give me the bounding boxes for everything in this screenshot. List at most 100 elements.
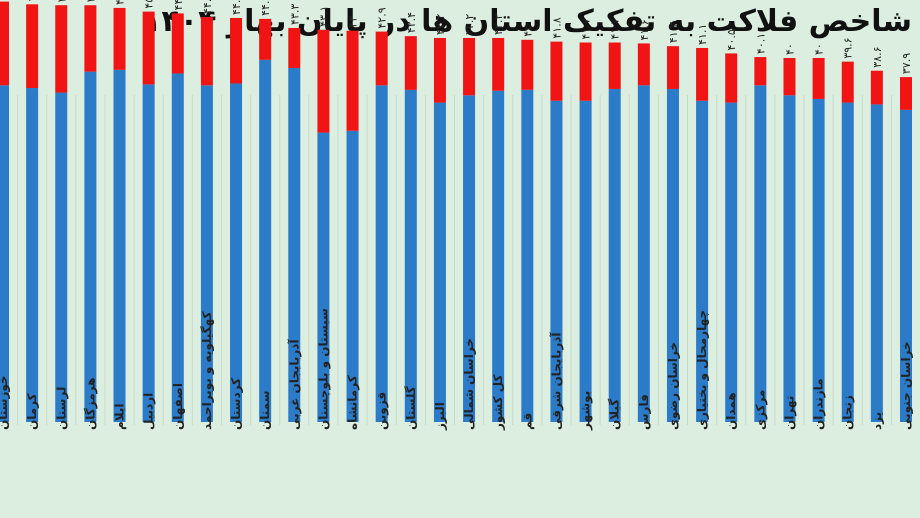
bar-segment-8-s1 bbox=[230, 17, 243, 84]
category-label-19: آذربایجان شرقی bbox=[548, 332, 563, 430]
value-label-4: ۴۵.۵ bbox=[114, 0, 127, 5]
value-label-3: ۴۵.۸ bbox=[84, 0, 97, 2]
bar-segment-13-s0 bbox=[375, 85, 388, 423]
bar-segment-5-s0 bbox=[142, 84, 155, 422]
bar-segment-19-s1 bbox=[550, 41, 563, 101]
value-label-9: ۴۴.۳ bbox=[259, 0, 272, 16]
bar-segment-22-s1 bbox=[637, 43, 650, 86]
category-label-22: فارس bbox=[637, 394, 651, 430]
bar-segment-29-s1 bbox=[841, 61, 854, 103]
value-label-20: ۴۱.۷ bbox=[580, 18, 593, 39]
category-label-0: خوزستان bbox=[0, 375, 11, 430]
bar-segment-24-s1 bbox=[696, 47, 709, 101]
category-label-10: آذربایجان غربی bbox=[286, 339, 301, 430]
value-label-29: ۳۹.۶ bbox=[842, 37, 855, 58]
category-label-8: کردستان bbox=[229, 378, 243, 430]
bar-segment-27-s0 bbox=[783, 95, 796, 422]
bar-segment-10-s0 bbox=[288, 68, 301, 422]
bar-segment-9-s0 bbox=[259, 59, 272, 422]
category-label-23: خراسان رضوی bbox=[666, 342, 681, 430]
value-label-27: ۴۰ bbox=[783, 43, 796, 55]
bar-segment-0-s1 bbox=[0, 1, 9, 86]
value-label-11: ۴۳.۱ bbox=[317, 6, 330, 27]
bar-segment-30-s1 bbox=[870, 70, 883, 105]
category-label-31: خراسان جنوبی bbox=[899, 341, 914, 430]
value-label-10: ۴۳.۳ bbox=[288, 4, 301, 25]
bar-segment-16-s1 bbox=[463, 37, 476, 96]
bar-segment-8-s0 bbox=[230, 83, 243, 422]
category-label-3: هرمزگان bbox=[83, 378, 97, 430]
category-label-13: قزوین bbox=[375, 392, 390, 430]
value-label-6: ۴۴.۹ bbox=[172, 0, 185, 10]
bar-segment-15-s0 bbox=[433, 102, 446, 422]
category-label-25: همدان bbox=[724, 392, 738, 430]
value-label-19: ۴۱.۸ bbox=[550, 17, 563, 38]
category-label-16: خراسان شمالی bbox=[462, 338, 476, 430]
category-label-30: یزد bbox=[870, 412, 884, 430]
bar-segment-2-s0 bbox=[55, 92, 68, 422]
bar-segment-26-s0 bbox=[754, 85, 767, 423]
value-label-30: ۳۸.۶ bbox=[871, 47, 884, 68]
value-label-7: ۴۴.۵ bbox=[201, 0, 214, 14]
value-label-25: ۴۰.۵ bbox=[725, 29, 738, 50]
category-label-6: اصفهان bbox=[171, 383, 185, 430]
category-label-7: کهگیلویه و بویراحمد bbox=[200, 311, 215, 430]
value-label-28: ۴۰ bbox=[813, 43, 826, 55]
bar-segment-1-s0 bbox=[26, 88, 39, 422]
category-label-4: ایلام bbox=[113, 403, 128, 430]
chart-title: شاخص فلاکت به تفکیک استان ها در پایان به… bbox=[143, 4, 912, 39]
category-label-15: البرز bbox=[433, 402, 447, 431]
category-label-26: مرکزی bbox=[753, 390, 767, 430]
bar-segment-7-s1 bbox=[200, 17, 213, 86]
bar-segment-25-s1 bbox=[725, 53, 738, 103]
bar-segment-22-s0 bbox=[637, 85, 650, 423]
value-label-2: ۴۵.۸ bbox=[55, 0, 68, 2]
bar-segment-14-s0 bbox=[404, 89, 417, 422]
category-label-29: زنجان bbox=[841, 395, 855, 430]
value-label-26: ۴۰.۱ bbox=[754, 33, 767, 54]
value-label-21: ۴۱.۷ bbox=[609, 18, 622, 39]
category-label-28: مازندران bbox=[812, 378, 826, 430]
value-label-8: ۴۴.۴ bbox=[230, 0, 243, 15]
value-label-22: ۴۱.۶ bbox=[638, 19, 651, 40]
bar-segment-5-s1 bbox=[142, 11, 155, 85]
category-label-21: گیلان bbox=[608, 399, 622, 430]
bar-segment-20-s1 bbox=[579, 42, 592, 101]
bar-segment-11-s0 bbox=[317, 132, 330, 422]
value-label-15: ۴۲.۲ bbox=[434, 14, 447, 35]
value-label-18: ۴۲ bbox=[521, 25, 534, 37]
value-label-17: ۴۲.۲ bbox=[492, 14, 505, 35]
bar-segment-17-s1 bbox=[492, 37, 505, 91]
bar-segment-19-s0 bbox=[550, 100, 563, 423]
bar-segment-10-s1 bbox=[288, 27, 301, 69]
value-label-23: ۴۱.۳ bbox=[667, 22, 680, 43]
bar-segment-13-s1 bbox=[375, 31, 388, 86]
category-label-24: چهارمحال و بختیاری bbox=[695, 310, 710, 430]
bar-segment-18-s0 bbox=[521, 89, 534, 422]
bar-segment-15-s1 bbox=[433, 37, 446, 103]
bar-segment-6-s1 bbox=[171, 13, 184, 74]
category-label-5: اردبیل bbox=[142, 393, 156, 430]
value-label-16: ۴۲.۲ bbox=[463, 14, 476, 35]
bar-segment-4-s1 bbox=[113, 7, 126, 70]
bar-segment-31-s1 bbox=[900, 77, 912, 110]
value-label-14: ۴۲.۴ bbox=[405, 12, 418, 33]
category-label-11: سیستان و بلوچستان bbox=[316, 308, 331, 430]
value-label-31: ۳۷.۹ bbox=[900, 53, 913, 74]
bar-segment-20-s0 bbox=[579, 100, 592, 423]
category-label-9: سمنان bbox=[258, 391, 272, 431]
category-label-20: بوشهر bbox=[579, 391, 594, 431]
bar-segment-9-s1 bbox=[259, 18, 272, 60]
bar-segment-25-s0 bbox=[725, 102, 738, 422]
bar-segment-21-s1 bbox=[608, 42, 621, 89]
bar-segment-31-s0 bbox=[900, 109, 912, 423]
bar-segment-18-s1 bbox=[521, 39, 534, 90]
bar-segment-14-s1 bbox=[404, 36, 417, 90]
category-label-12: کرمانشاه bbox=[346, 375, 360, 430]
bar-segment-26-s1 bbox=[754, 57, 767, 86]
bar-segment-0-s0 bbox=[0, 85, 9, 423]
value-label-13: ۴۲.۹ bbox=[376, 7, 389, 28]
bar-segment-29-s0 bbox=[841, 102, 854, 422]
category-label-27: تهران bbox=[782, 396, 796, 430]
